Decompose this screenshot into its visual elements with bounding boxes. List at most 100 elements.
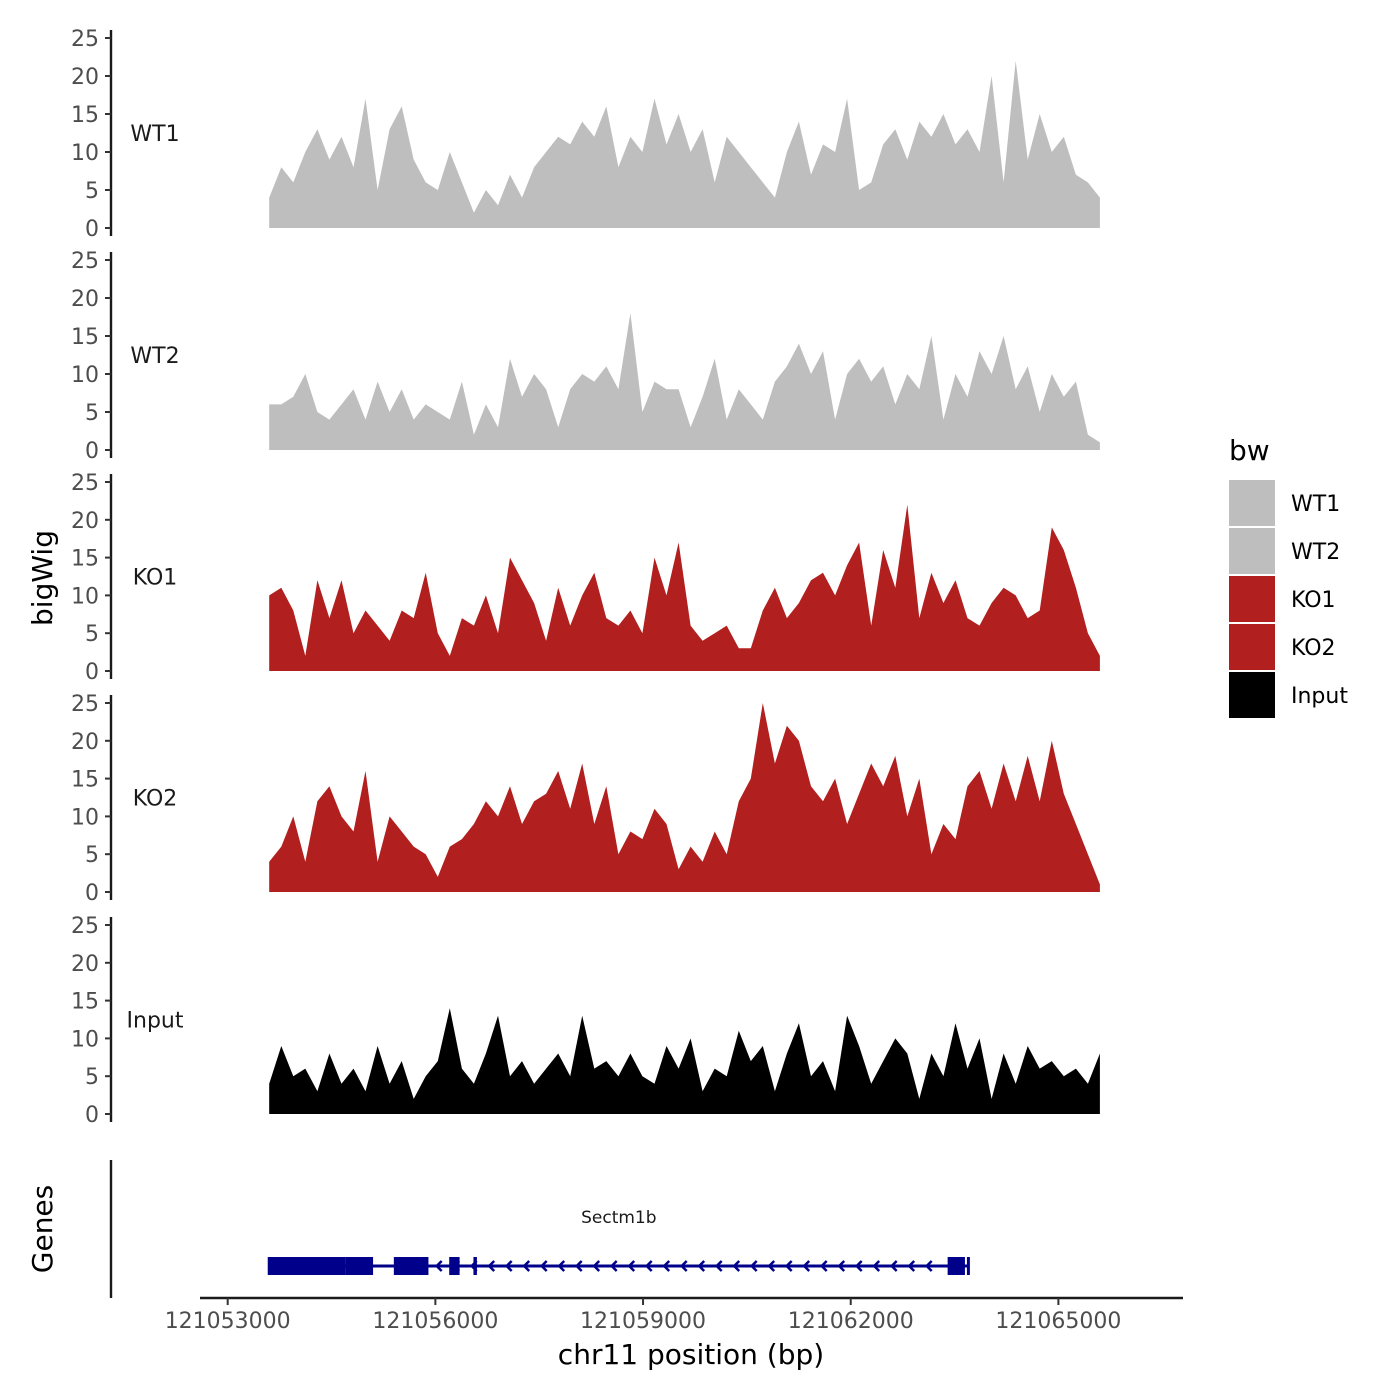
- legend-swatch-wt1: [1229, 480, 1275, 526]
- legend-label: Input: [1291, 684, 1348, 709]
- x-axis-title: chr11 position (bp): [558, 1338, 824, 1371]
- exon-block: [393, 1257, 429, 1275]
- strand-arrow: [697, 1260, 706, 1272]
- y-tick-label: 10: [71, 1027, 99, 1052]
- gene-panel: Genes Sectm1b: [26, 1160, 970, 1298]
- strand-arrow: [872, 1260, 881, 1272]
- track-wt1: 0 5 10 15 20 25 WT1: [71, 27, 1100, 242]
- y-tick-label: 15: [71, 103, 99, 128]
- legend-label: KO1: [1291, 588, 1336, 613]
- y-tick-label: 20: [71, 730, 99, 755]
- x-tick-label: 121065000: [995, 1309, 1121, 1334]
- strand-arrow: [557, 1260, 566, 1272]
- strand-arrow: [749, 1260, 758, 1272]
- y-tick-label: 0: [85, 1103, 99, 1128]
- legend-label: KO2: [1291, 636, 1336, 661]
- y-tick-label: 0: [85, 881, 99, 906]
- y-tick-label: 15: [71, 768, 99, 793]
- y-tick-label: 25: [71, 249, 99, 274]
- y-tick-label: 10: [71, 363, 99, 388]
- legend-swatch-wt2: [1229, 528, 1275, 574]
- strand-arrow: [732, 1260, 741, 1272]
- y-tick-label: 15: [71, 990, 99, 1015]
- y-tick-label: 25: [71, 27, 99, 52]
- legend: bw WT1 WT2 KO1 KO2 Input: [1229, 434, 1348, 718]
- y-tick-label: 20: [71, 287, 99, 312]
- coverage-area-ko2: [269, 703, 1100, 892]
- track-input: 0 5 10 15 20 25 Input: [71, 914, 1100, 1128]
- exon-block: [473, 1257, 477, 1275]
- strand-arrow: [889, 1260, 898, 1272]
- y-tick-label: 10: [71, 805, 99, 830]
- strand-arrow: [434, 1260, 443, 1272]
- legend-swatch-ko1: [1229, 576, 1275, 622]
- legend-items: WT1 WT2 KO1 KO2 Input: [1229, 480, 1348, 718]
- strand-arrow: [609, 1260, 618, 1272]
- y-tick-label: 15: [71, 325, 99, 350]
- strand-arrow: [487, 1260, 496, 1272]
- gene-models: Sectm1b: [267, 1208, 970, 1275]
- strand-arrow: [714, 1260, 723, 1272]
- strand-arrow: [592, 1260, 601, 1272]
- legend-title: bw: [1229, 434, 1270, 467]
- x-tick-label: 121056000: [372, 1309, 498, 1334]
- legend-swatch-ko2: [1229, 624, 1275, 670]
- x-axis: 121053000 121056000 121059000 121062000 1210…: [165, 1296, 1183, 1371]
- y-tick-label: 10: [71, 584, 99, 609]
- exon-block: [269, 1257, 346, 1275]
- x-tick-label: 121053000: [165, 1309, 291, 1334]
- y-tick-label: 5: [85, 843, 99, 868]
- strand-arrow: [802, 1260, 811, 1272]
- y-tick-label: 20: [71, 509, 99, 534]
- track-label: WT2: [130, 344, 179, 369]
- strand-arrow: [854, 1260, 863, 1272]
- strand-arrow: [504, 1260, 513, 1272]
- y-tick-label: 0: [85, 439, 99, 464]
- strand-arrow: [837, 1260, 846, 1272]
- y-tick-label: 5: [85, 401, 99, 426]
- track-label: KO1: [133, 566, 178, 591]
- x-tick-label: 121059000: [580, 1309, 706, 1334]
- strand-arrow: [644, 1260, 653, 1272]
- y-tick-label: 0: [85, 660, 99, 685]
- y-tick-label: 10: [71, 141, 99, 166]
- y-tick-label: 15: [71, 547, 99, 572]
- strand-arrow: [819, 1260, 828, 1272]
- strand-arrow: [679, 1260, 688, 1272]
- y-tick-label: 25: [71, 471, 99, 496]
- strand-arrow: [539, 1260, 548, 1272]
- y-tick-label: 5: [85, 622, 99, 647]
- strand-arrow: [784, 1260, 793, 1272]
- y-axis-title: bigWig: [26, 530, 59, 626]
- y-tick-label: 5: [85, 179, 99, 204]
- y-tick-label: 20: [71, 65, 99, 90]
- coverage-area-ko1: [269, 504, 1100, 671]
- strand-arrow: [574, 1260, 583, 1272]
- exon-block: [947, 1257, 965, 1275]
- track-ko2: 0 5 10 15 20 25 KO2: [71, 692, 1100, 906]
- y-tick-label: 25: [71, 914, 99, 939]
- y-tick-label: 5: [85, 1065, 99, 1090]
- strand-arrow: [627, 1260, 636, 1272]
- gene-name-label: Sectm1b: [581, 1208, 656, 1228]
- strand-arrow: [907, 1260, 916, 1272]
- legend-label: WT1: [1291, 492, 1340, 517]
- track-label: Input: [127, 1009, 184, 1034]
- strand-arrow: [522, 1260, 531, 1272]
- track-label: WT1: [130, 122, 179, 147]
- gene-panel-title: Genes: [26, 1185, 59, 1273]
- coverage-area-wt1: [269, 60, 1100, 228]
- strand-arrow: [924, 1260, 933, 1272]
- y-tick-label: 0: [85, 217, 99, 242]
- legend-label: WT2: [1291, 540, 1340, 565]
- strand-arrow: [767, 1260, 776, 1272]
- coverage-area-input: [269, 1008, 1100, 1114]
- y-tick-label: 20: [71, 952, 99, 977]
- exon-block: [449, 1257, 460, 1275]
- gene-sectm1b: Sectm1b: [267, 1208, 970, 1275]
- track-label: KO2: [133, 787, 178, 812]
- legend-swatch-input: [1229, 672, 1275, 718]
- track-wt2: 0 5 10 15 20 25 WT2: [71, 249, 1100, 464]
- track-ko1: 0 5 10 15 20 25 KO1: [71, 471, 1100, 685]
